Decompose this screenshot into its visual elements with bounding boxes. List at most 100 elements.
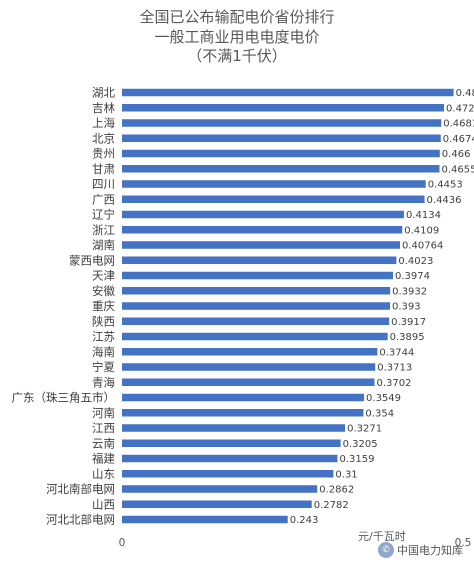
category-label-28: 河北北部电网 bbox=[46, 513, 115, 527]
tick-label-1: 0.5 bbox=[455, 537, 472, 549]
bar-3 bbox=[122, 134, 441, 142]
bars-group bbox=[122, 88, 454, 524]
bar-5 bbox=[122, 165, 440, 173]
value-label-22: 0.3271 bbox=[347, 424, 382, 435]
category-label-16: 江苏 bbox=[92, 330, 115, 344]
value-label-12: 0.3974 bbox=[395, 271, 430, 282]
category-label-12: 天津 bbox=[92, 269, 115, 283]
value-label-1: 0.4722 bbox=[446, 103, 474, 114]
bar-16 bbox=[122, 332, 388, 341]
category-label-7: 广西 bbox=[92, 192, 115, 206]
value-label-2: 0.4681 bbox=[443, 119, 474, 130]
value-label-28: 0.243 bbox=[290, 515, 319, 526]
value-label-11: 0.4023 bbox=[398, 256, 433, 267]
unit-label: 元/千瓦时 bbox=[358, 530, 406, 543]
bar-2 bbox=[122, 119, 442, 127]
value-label-9: 0.4109 bbox=[404, 225, 439, 236]
value-label-0: 0.4862 bbox=[456, 88, 474, 99]
value-label-4: 0.466 bbox=[442, 149, 471, 160]
x-axis-ticks: 0 0.5 bbox=[119, 537, 472, 549]
value-label-19: 0.3702 bbox=[376, 378, 411, 389]
bar-17 bbox=[122, 348, 378, 356]
tick-label-0: 0 bbox=[119, 537, 126, 549]
category-label-22: 江西 bbox=[92, 421, 115, 435]
value-label-8: 0.4134 bbox=[406, 210, 441, 221]
bar-14 bbox=[122, 302, 391, 310]
value-label-13: 0.3932 bbox=[392, 286, 427, 297]
category-label-5: 甘肃 bbox=[92, 162, 115, 176]
bar-7 bbox=[122, 195, 425, 203]
value-label-3: 0.4674 bbox=[443, 134, 474, 145]
bar-27 bbox=[122, 500, 312, 508]
category-label-19: 青海 bbox=[92, 375, 115, 389]
bar-26 bbox=[122, 485, 318, 493]
category-label-23: 云南 bbox=[92, 436, 115, 450]
bar-20 bbox=[122, 393, 365, 402]
category-label-15: 陕西 bbox=[92, 314, 115, 328]
category-label-14: 重庆 bbox=[92, 299, 115, 313]
value-label-5: 0.4655 bbox=[441, 164, 474, 175]
value-label-14: 0.393 bbox=[392, 302, 421, 313]
category-label-21: 河南 bbox=[92, 406, 115, 420]
bar-23 bbox=[122, 439, 341, 447]
wechat-icon: ✆ bbox=[378, 542, 394, 558]
value-label-7: 0.4436 bbox=[427, 195, 462, 206]
category-label-3: 北京 bbox=[92, 131, 115, 145]
value-label-24: 0.3159 bbox=[339, 454, 374, 465]
bar-1 bbox=[122, 104, 445, 112]
category-label-17: 海南 bbox=[92, 345, 115, 359]
bar-25 bbox=[122, 470, 334, 478]
bar-21 bbox=[122, 409, 364, 417]
value-labels: 0.4862 0.4722 0.4681 0.4674 0.466 0.4655 0.445… bbox=[290, 88, 474, 526]
bar-13 bbox=[122, 287, 391, 295]
value-label-27: 0.2782 bbox=[314, 500, 349, 511]
bar-18 bbox=[122, 363, 376, 371]
category-label-20: 广东（珠三角五市） bbox=[12, 391, 116, 405]
bar-19 bbox=[122, 378, 375, 386]
category-label-11: 蒙西电网 bbox=[69, 253, 115, 267]
value-label-15: 0.3917 bbox=[391, 317, 426, 328]
title-line-1: 全国已公布输配电价省份排行 bbox=[139, 8, 334, 26]
category-label-1: 吉林 bbox=[92, 101, 115, 115]
watermark-text: 中国电力知库 bbox=[397, 544, 463, 557]
category-label-25: 山东 bbox=[92, 467, 115, 481]
value-label-26: 0.2862 bbox=[319, 485, 354, 496]
category-label-8: 辽宁 bbox=[92, 208, 115, 222]
value-label-20: 0.3549 bbox=[366, 393, 401, 404]
category-label-26: 河北南部电网 bbox=[46, 482, 115, 496]
value-label-10: 0.40764 bbox=[402, 241, 443, 252]
bar-11 bbox=[122, 256, 397, 264]
value-label-25: 0.31 bbox=[335, 469, 357, 480]
category-labels: 湖北吉林上海北京贵州甘肃四川广西辽宁浙江湖南蒙西电网天津安徽重庆陕西江苏海南宁夏… bbox=[12, 86, 116, 527]
value-label-6: 0.4453 bbox=[428, 180, 463, 191]
bar-10 bbox=[122, 241, 401, 249]
bar-22 bbox=[122, 424, 346, 432]
bar-24 bbox=[122, 454, 338, 463]
bar-8 bbox=[122, 210, 404, 219]
bar-28 bbox=[122, 515, 288, 524]
category-label-9: 浙江 bbox=[92, 223, 115, 237]
category-label-6: 四川 bbox=[92, 177, 115, 191]
bar-9 bbox=[122, 226, 403, 234]
category-label-18: 宁夏 bbox=[92, 360, 115, 374]
bar-6 bbox=[122, 180, 426, 188]
category-label-4: 贵州 bbox=[92, 147, 115, 161]
category-label-13: 安徽 bbox=[92, 284, 115, 298]
value-label-21: 0.354 bbox=[365, 408, 394, 419]
value-label-23: 0.3205 bbox=[343, 439, 378, 450]
value-label-17: 0.3744 bbox=[379, 347, 414, 358]
category-label-27: 山西 bbox=[92, 497, 115, 511]
watermark: ✆ 中国电力知库 bbox=[378, 540, 474, 560]
title-line-3: （不满1千伏） bbox=[187, 47, 287, 65]
value-label-18: 0.3713 bbox=[377, 363, 412, 374]
title-line-2: 一般工商业用电电度电价 bbox=[154, 28, 319, 46]
bar-0 bbox=[122, 88, 454, 97]
bar-12 bbox=[122, 271, 394, 280]
category-label-10: 湖南 bbox=[92, 238, 115, 252]
category-label-2: 上海 bbox=[92, 116, 115, 130]
bar-15 bbox=[122, 317, 390, 325]
bar-4 bbox=[122, 149, 440, 158]
category-label-0: 湖北 bbox=[92, 86, 115, 100]
